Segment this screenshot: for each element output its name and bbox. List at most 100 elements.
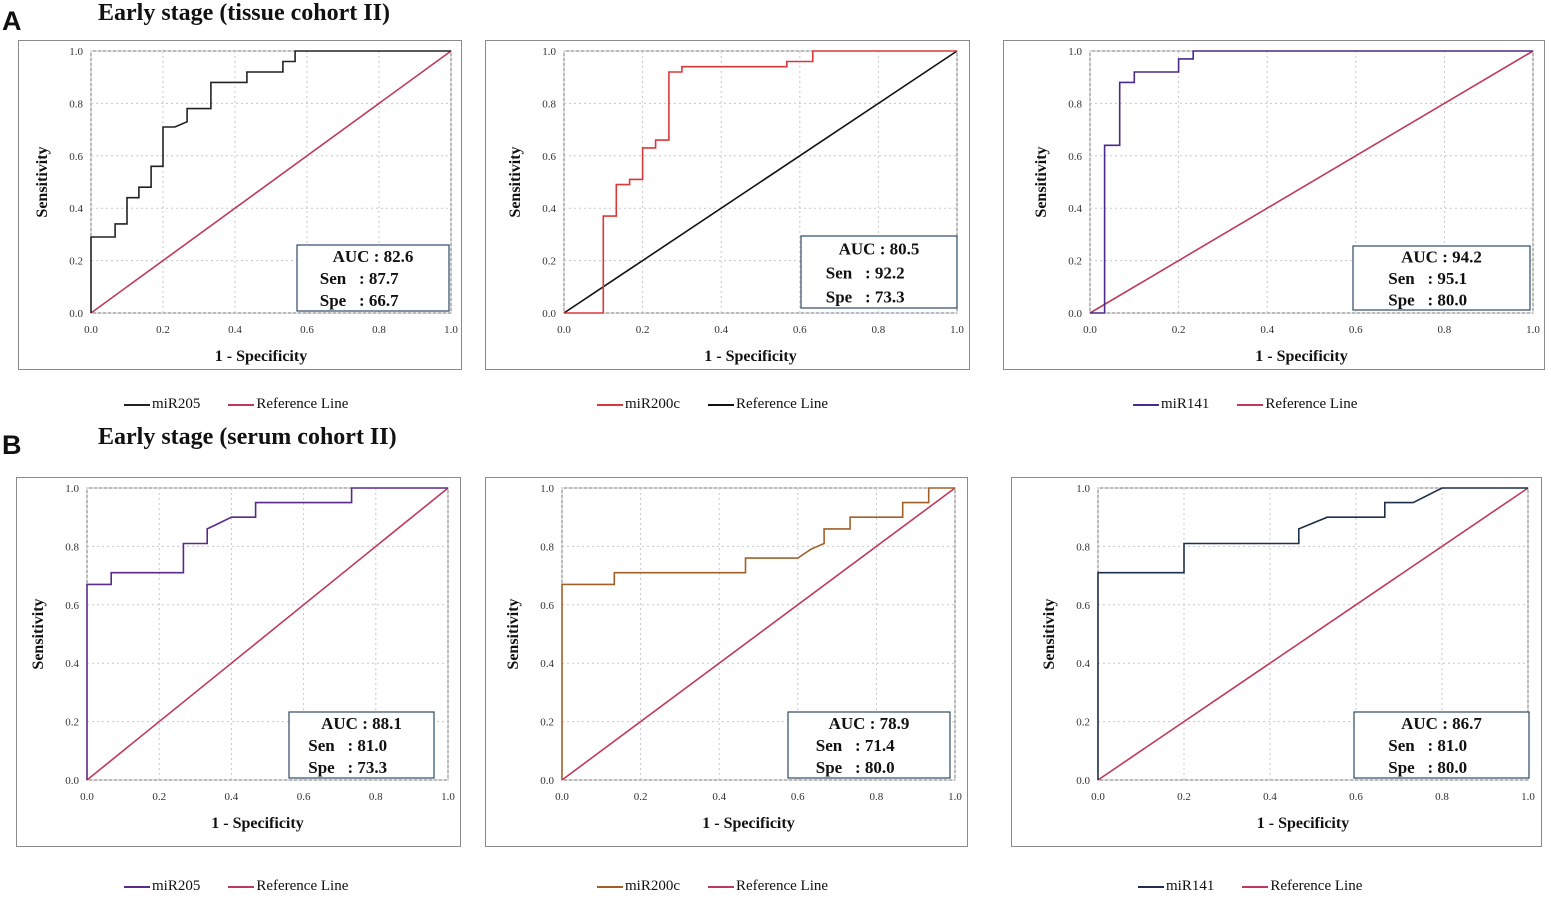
x-tick-label: 1.0	[950, 324, 964, 336]
auc-label: AUC : 78.9	[829, 714, 910, 733]
legend-label: Reference Line	[256, 878, 349, 894]
spe-label: Spe	[826, 288, 853, 307]
stats-box	[1353, 711, 1530, 779]
sen-value: : 87.7	[359, 269, 399, 288]
legend-item: Reference Line	[708, 878, 828, 895]
y-axis-label: Sensitivity	[34, 146, 51, 217]
x-tick-label: 0.8	[1438, 324, 1452, 336]
legend-swatch	[708, 403, 734, 406]
y-tick-label: 0.0	[542, 308, 556, 320]
legend-item: miR200c	[597, 878, 680, 895]
series-line-reference-line	[90, 50, 452, 314]
legend-item: miR205	[124, 878, 200, 895]
legend-label: Reference Line	[1270, 878, 1363, 894]
roc-chart-serum-mir200c: 0.0 0.0 0.2 0.2 0.4 0.4 0.6 0.6 0.8 0.8 1.0 1.0 1 - …	[485, 477, 968, 847]
chart-svg: 0.00.0 0.2 0.2 0.4 0.4 0.6 0.6 0.8 0.8 1.0 1.0 1 - …	[1041, 483, 1535, 832]
y-tick-label: 0.2	[540, 717, 554, 729]
auc-label: AUC : 88.1	[321, 714, 402, 733]
x-axis-label: 1 - Specificity	[211, 815, 303, 832]
sen-value: : 95.1	[1428, 269, 1468, 288]
panel-title-b: Early stage (serum cohort II)	[98, 424, 397, 450]
spe-value: : 66.7	[359, 291, 399, 310]
y-tick-label: 0.2	[1068, 256, 1082, 268]
x-tick-label: 0.4	[1260, 324, 1274, 336]
spe-label: Spe	[816, 758, 843, 777]
y-tick-label: 0.0	[1076, 775, 1090, 787]
y-tick-label: 0.8	[542, 98, 556, 110]
series-line-reference-line	[563, 50, 958, 314]
series-line-reference-line	[561, 487, 956, 781]
x-axis-label: 1 - Specificity	[702, 815, 794, 832]
y-tick-label: 0.2	[1076, 717, 1090, 729]
legend-item: Reference Line	[228, 396, 348, 413]
x-tick-label: 0.6	[1349, 791, 1363, 803]
roc-chart-tissue-mir205: 0.0 0.0 0.2 0.2 0.4 0.4 0.6 0.6 0.8 0.8 1.0 1.0 1 - …	[18, 40, 462, 370]
x-tick-label: 0.4	[714, 324, 728, 336]
y-tick-label: 0.6	[65, 600, 79, 612]
y-tick-label: 0.4	[65, 658, 79, 670]
y-tick-label: 0.8	[69, 98, 83, 110]
spe-label: Spe	[320, 291, 347, 310]
sen-label: Sen	[1388, 269, 1415, 288]
legend-swatch	[124, 403, 150, 406]
y-tick-label: 0.4	[1076, 658, 1090, 670]
legend-serum-mir205: miR205 Reference Line	[124, 878, 348, 895]
roc-chart-tissue-mir200c: 0.0 0.0 0.2 0.2 0.4 0.4 0.6 0.6 0.8 0.8 1.0 1.0 1 - …	[485, 40, 970, 370]
x-tick-label: 0.6	[300, 324, 314, 336]
panel-title-a: Early stage (tissue cohort II)	[98, 0, 390, 26]
legend-swatch	[708, 885, 734, 888]
legend-swatch	[1242, 885, 1269, 888]
x-axis-label: 1 - Specificity	[1257, 815, 1349, 832]
legend-item: Reference Line	[228, 878, 348, 895]
chart-svg: 0.00.0 0.2 0.2 0.4 0.4 0.6 0.6 0.8 0.8 1.0 1.0 1 - …	[34, 46, 458, 365]
y-tick-label: 0.2	[542, 256, 556, 268]
spe-value: : 80.0	[1428, 758, 1468, 777]
x-tick-label: 0.4	[225, 791, 239, 803]
legend-item: miR205	[124, 396, 200, 413]
spe-value: : 80.0	[1428, 290, 1468, 309]
spe-value: : 73.3	[865, 288, 905, 307]
spe-label: Spe	[1388, 290, 1415, 309]
y-tick-label: 0.4	[540, 658, 554, 670]
y-tick-label: 0.8	[65, 541, 79, 553]
y-tick-label: 0.6	[1076, 600, 1090, 612]
legend-item: miR141	[1133, 396, 1209, 413]
y-tick-label: 1.0	[542, 46, 556, 58]
sen-label: Sen	[826, 264, 853, 283]
legend-item: Reference Line	[1242, 878, 1362, 895]
sen-label: Sen	[816, 736, 843, 755]
series-line-reference-line	[1089, 50, 1534, 314]
legend-swatch	[597, 403, 623, 406]
x-tick-label: 0.2	[636, 324, 650, 336]
stats-box	[288, 711, 435, 779]
x-tick-label: 0.8	[870, 791, 884, 803]
x-tick-label: 0.0	[555, 791, 569, 803]
x-tick-label: 0.0	[1091, 791, 1105, 803]
legend-label: miR200c	[625, 878, 680, 894]
legend-swatch	[1133, 403, 1159, 406]
x-tick-label: 0.2	[156, 324, 170, 336]
stats-box	[787, 711, 951, 779]
roc-chart-tissue-mir141: 0.0 0.0 0.2 0.2 0.4 0.4 0.6 0.6 0.8 0.8 1.0 1.0 1 - …	[1003, 40, 1545, 370]
legend-item: Reference Line	[1237, 396, 1357, 413]
legend-swatch	[228, 403, 255, 406]
x-tick-label: 1.0	[1521, 791, 1535, 803]
y-tick-label: 1.0	[540, 483, 554, 495]
legend-label: Reference Line	[256, 396, 349, 412]
legend-item: Reference Line	[708, 396, 828, 413]
y-tick-label: 1.0	[1068, 46, 1082, 58]
legend-tissue-mir141: miR141 Reference Line	[1133, 396, 1357, 413]
sen-label: Sen	[308, 736, 335, 755]
x-tick-label: 0.0	[84, 324, 98, 336]
y-tick-label: 0.6	[542, 151, 556, 163]
x-tick-label: 0.4	[228, 324, 242, 336]
auc-label: AUC : 80.5	[839, 240, 920, 259]
series-line-mir205	[90, 50, 451, 313]
y-tick-label: 0.8	[1076, 541, 1090, 553]
series-line-mir200c	[561, 487, 955, 780]
chart-svg: 0.00.0 0.2 0.2 0.4 0.4 0.6 0.6 0.8 0.8 1.0 1.0 1 - …	[505, 483, 962, 832]
x-tick-label: 0.2	[1172, 324, 1186, 336]
series-line-reference-line	[1097, 487, 1529, 781]
legend-label: miR141	[1161, 396, 1210, 412]
stats-box	[296, 244, 450, 312]
